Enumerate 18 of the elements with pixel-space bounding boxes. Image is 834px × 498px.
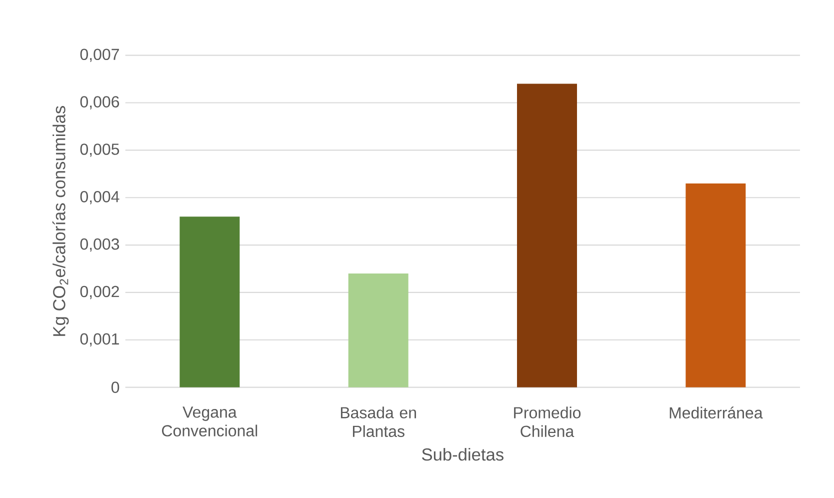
bar xyxy=(348,273,408,388)
x-tick-label: Basada en Plantas xyxy=(340,406,416,438)
y-tick-label: 0,003 xyxy=(80,238,120,252)
y-axis-title: Kg CO$_{2}$e/calorías consumidas xyxy=(52,106,69,336)
y-tick-label: 0,004 xyxy=(80,191,120,204)
x-tick-label: Mediterránea xyxy=(670,406,763,419)
y-tick-label: 0,005 xyxy=(80,144,120,157)
bar xyxy=(180,216,240,388)
x-tick-label: Vegana Convencional xyxy=(162,406,258,436)
bar xyxy=(686,183,746,388)
bar xyxy=(517,84,578,388)
y-tick-label: 0,002 xyxy=(80,286,119,300)
x-tick-label: Promedio Chilena xyxy=(514,406,581,438)
y-tick-label: 0,006 xyxy=(80,96,120,110)
y-tick-label: 0,007 xyxy=(80,48,119,62)
y-tick-label: 0 xyxy=(111,382,120,393)
x-axis-title: Sub-dietas xyxy=(422,448,504,461)
y-tick-label: 0,001 xyxy=(80,333,119,347)
